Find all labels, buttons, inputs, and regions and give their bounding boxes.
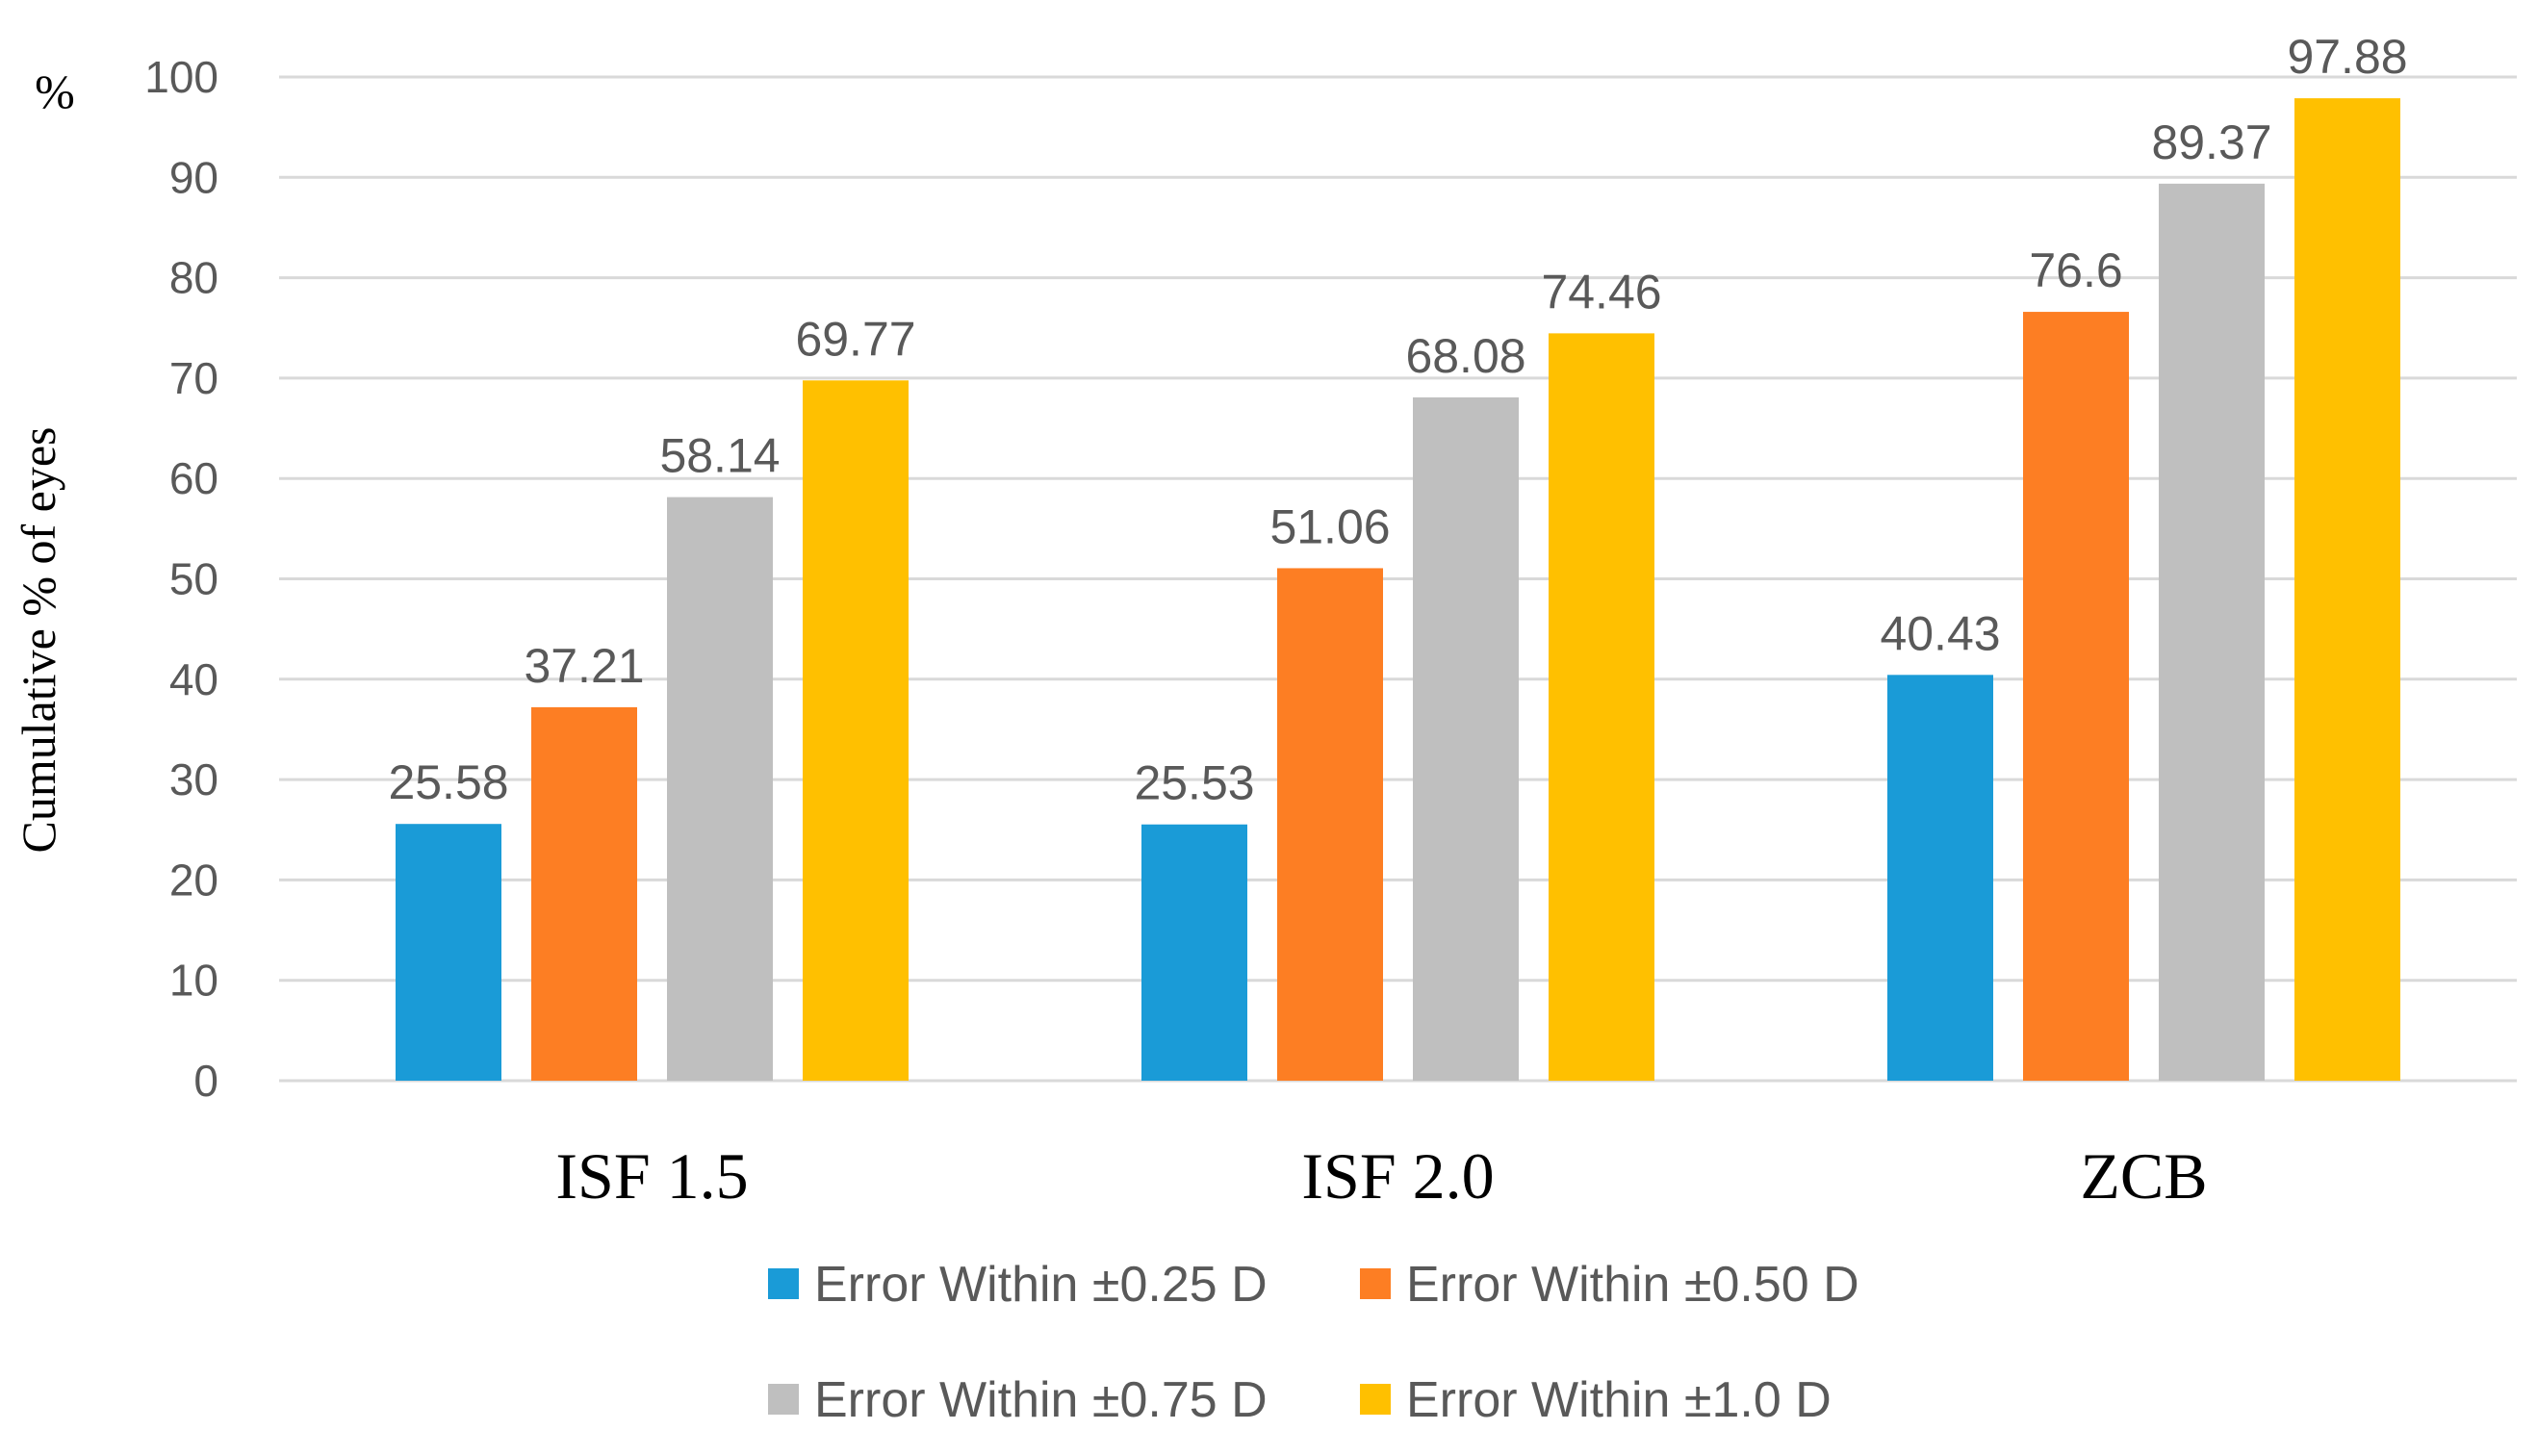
y-axis-title: Cumulative % of eyes [12,427,65,854]
legend-label: Error Within ±0.75 D [814,1372,1268,1428]
bar [1549,333,1654,1081]
data-label: 40.43 [1880,606,2000,660]
bar [1141,824,1247,1081]
y-tick-label: 90 [169,152,218,202]
data-label: 51.06 [1269,499,1390,553]
data-label: 25.58 [388,755,508,809]
bar [2294,98,2400,1082]
data-label: 97.88 [2287,30,2407,84]
legend-swatch [768,1268,799,1299]
gridlines [279,75,2517,1083]
data-label: 37.21 [524,639,644,693]
y-tick-label: 10 [169,956,218,1006]
y-tick-label: 30 [169,754,218,805]
y-tick-label: 80 [169,253,218,303]
y-tick-label: 40 [169,654,218,704]
legend-swatch [1360,1384,1391,1415]
legend-label: Error Within ±0.25 D [814,1257,1268,1313]
bar [2159,183,2265,1081]
y-tick-label: 50 [169,554,218,604]
data-label: 58.14 [659,429,780,483]
legend-swatch [1360,1268,1391,1299]
y-tick-label: 100 [144,52,218,102]
bar [2023,312,2129,1081]
data-label: 89.37 [2151,115,2271,169]
bar [1277,568,1383,1081]
bars [396,98,2400,1082]
y-tick-label: 20 [169,855,218,905]
data-label: 25.53 [1134,756,1254,810]
y-tick-label: 70 [169,353,218,403]
legend-label: Error Within ±1.0 D [1406,1372,1832,1428]
bar [1887,675,1993,1081]
data-label: 68.08 [1405,329,1525,383]
data-label: 69.77 [795,312,915,366]
y-tick-label: 0 [193,1056,218,1106]
legend: Error Within ±0.25 D Error Within ±0.50 D… [768,1257,1859,1428]
data-labels: 25.58 37.21 58.14 69.77 25.53 51.06 68.08 74.46… [388,30,2407,810]
legend-label: Error Within ±0.50 D [1406,1257,1859,1313]
bar [667,497,773,1081]
x-category-label: ISF 2.0 [1301,1139,1494,1213]
bar [396,824,501,1081]
data-label: 76.6 [2029,243,2122,297]
y-axis-ticks: 0 10 20 30 40 50 60 70 80 90 100 [144,52,218,1106]
x-axis-categories: ISF 1.5 ISF 2.0 ZCB [555,1139,2207,1213]
y-unit-label: % [35,64,75,118]
bar [1413,396,1519,1081]
data-label: 74.46 [1541,265,1661,319]
bar [803,380,909,1081]
x-category-label: ZCB [2080,1139,2207,1213]
legend-swatch [768,1384,799,1415]
y-tick-label: 60 [169,453,218,503]
bar [531,706,637,1081]
x-category-label: ISF 1.5 [555,1139,748,1213]
